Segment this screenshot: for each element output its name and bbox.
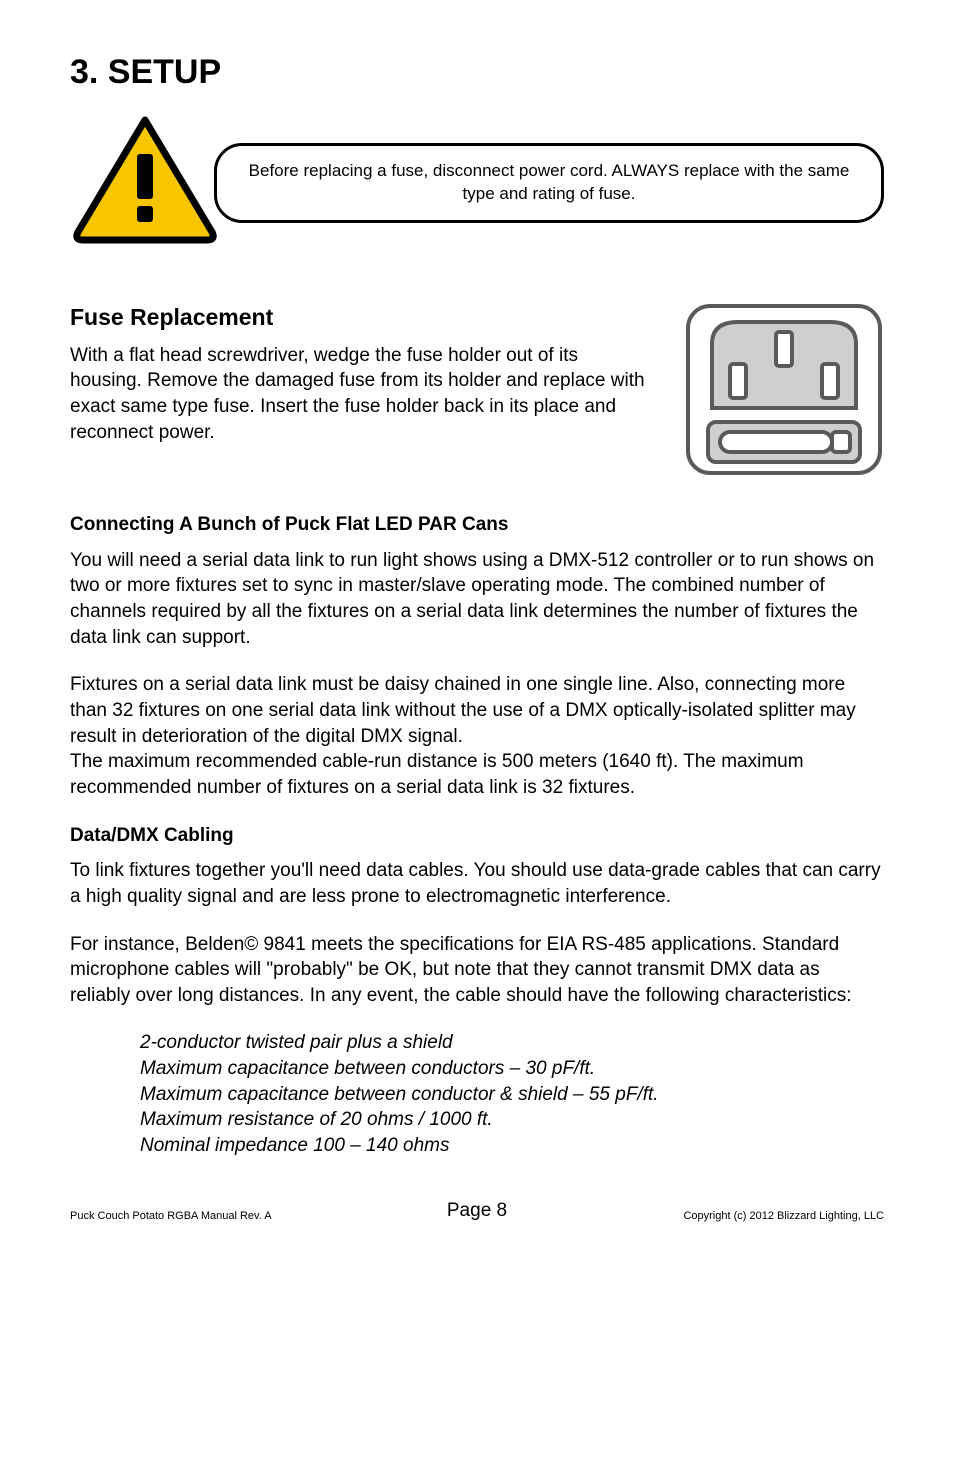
warning-triangle-icon [70,114,220,252]
section-title: 3. SETUP [70,50,884,96]
warning-block: Before replacing a fuse, disconnect powe… [70,114,884,252]
cable-specs-list: 2-conductor twisted pair plus a shield M… [140,1030,884,1158]
connecting-p1: You will need a serial data link to run … [70,548,884,651]
footer-right: Copyright (c) 2012 Blizzard Lighting, LL… [683,1209,884,1224]
footer-left: Puck Couch Potato RGBA Manual Rev. A [70,1209,272,1224]
cabling-p1: To link fixtures together you'll need da… [70,858,884,909]
spec-item: Maximum capacitance between conductor & … [140,1082,884,1108]
fuse-heading: Fuse Replacement [70,302,654,333]
warning-text: Before replacing a fuse, disconnect powe… [214,143,884,223]
cabling-heading: Data/DMX Cabling [70,823,884,849]
connecting-p2: Fixtures on a serial data link must be d… [70,672,884,749]
iec-socket-icon [684,302,884,485]
spec-item: 2-conductor twisted pair plus a shield [140,1030,884,1056]
spec-item: Maximum capacitance between conductors –… [140,1056,884,1082]
connecting-p3: The maximum recommended cable-run distan… [70,749,884,800]
spec-item: Maximum resistance of 20 ohms / 1000 ft. [140,1107,884,1133]
fuse-body: With a flat head screwdriver, wedge the … [70,343,654,446]
footer-page-number: Page 8 [447,1198,507,1224]
cabling-p2: For instance, Belden© 9841 meets the spe… [70,932,884,1009]
connecting-heading: Connecting A Bunch of Puck Flat LED PAR … [70,512,884,538]
spec-item: Nominal impedance 100 – 140 ohms [140,1133,884,1159]
